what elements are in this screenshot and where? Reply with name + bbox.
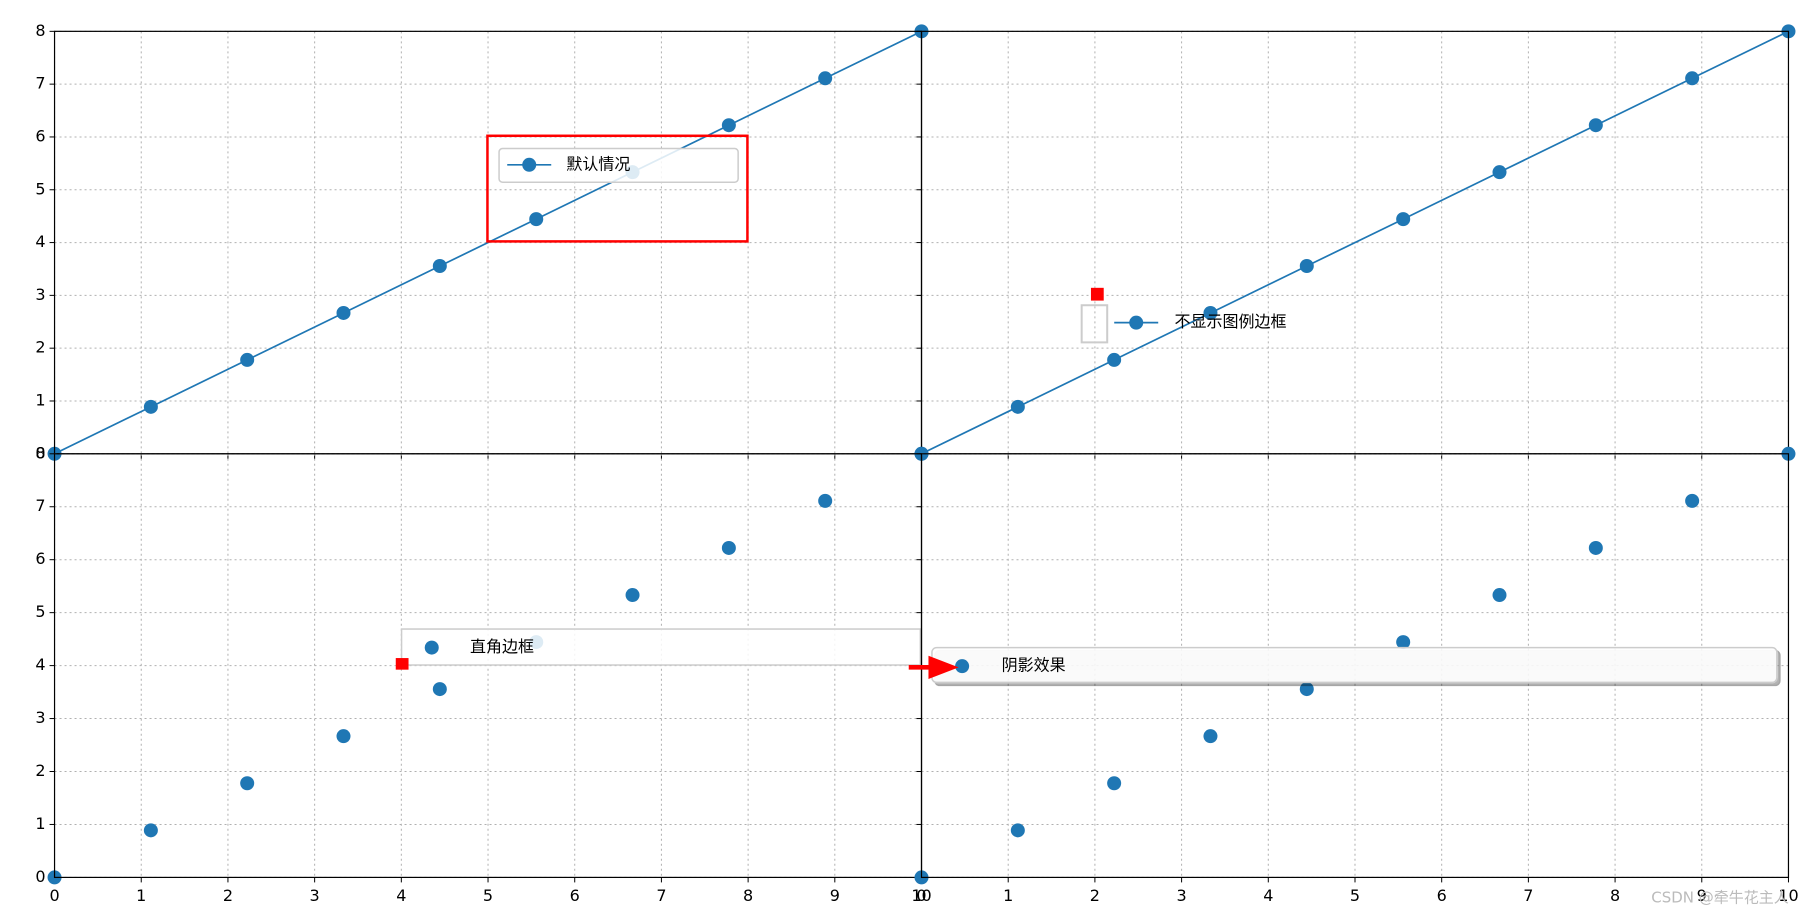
point: [432, 259, 447, 274]
y-tick-label: 2: [35, 338, 45, 357]
point: [336, 729, 351, 744]
x-tick-label: 4: [396, 886, 406, 905]
point: [336, 305, 351, 320]
legend-marker: [424, 640, 439, 655]
legend-marker: [522, 157, 537, 172]
y-tick-label: 4: [35, 232, 45, 251]
x-tick-label: 5: [1350, 886, 1360, 905]
y-tick-label: 3: [35, 285, 45, 304]
subplot: 0 1 2 3 4 5 6 7 8 默认情况: [35, 21, 929, 462]
x-tick-label: 0: [49, 886, 59, 905]
point: [1010, 823, 1025, 838]
point: [1492, 588, 1507, 603]
y-tick-label: 5: [35, 602, 45, 621]
legend-label: 不显示图例边框: [1175, 312, 1287, 331]
point: [1107, 352, 1122, 367]
x-tick-label: 2: [1090, 886, 1100, 905]
point: [240, 776, 255, 791]
point: [432, 682, 447, 697]
y-tick-label: 4: [35, 655, 45, 674]
x-tick-label: 8: [1610, 886, 1620, 905]
y-tick-label: 8: [35, 443, 45, 462]
point: [1299, 259, 1314, 274]
x-tick-label: 1: [1003, 886, 1013, 905]
x-tick-label: 2: [223, 886, 233, 905]
point: [1010, 399, 1025, 414]
point: [1203, 729, 1218, 744]
x-tick-label: 8: [743, 886, 753, 905]
point: [721, 118, 736, 133]
point: [1685, 71, 1700, 86]
x-tick-label: 6: [1437, 886, 1447, 905]
point: [143, 399, 158, 414]
point: [1588, 540, 1603, 555]
watermark: CSDN @牵牛花主人: [1651, 889, 1789, 907]
legend-box: [498, 147, 739, 183]
point: [818, 71, 833, 86]
x-tick-label: 3: [310, 886, 320, 905]
y-tick-label: 5: [35, 179, 45, 198]
y-tick-label: 7: [35, 496, 45, 515]
subplot: 0 1 2 3 4 5 6 7 8 9 10 阴影效果: [914, 446, 1799, 905]
x-tick-label: 3: [1177, 886, 1187, 905]
point: [1107, 776, 1122, 791]
x-tick-label: 10: [1778, 886, 1798, 905]
y-tick-label: 6: [35, 549, 45, 568]
x-tick-label: 5: [483, 886, 493, 905]
x-tick-label: 7: [656, 886, 666, 905]
point: [721, 540, 736, 555]
point: [240, 352, 255, 367]
point: [1685, 493, 1700, 508]
x-tick-label: 9: [830, 886, 840, 905]
y-tick-label: 8: [35, 21, 45, 40]
y-tick-label: 3: [35, 708, 45, 727]
point: [1203, 305, 1218, 320]
legend-label: 直角边框: [470, 637, 534, 656]
x-tick-label: 1: [136, 886, 146, 905]
point: [1396, 212, 1411, 227]
anchor-arrow: [908, 655, 959, 679]
subplot: 不显示图例边框: [914, 24, 1796, 461]
x-tick-label: 0: [916, 886, 926, 905]
point: [1299, 682, 1314, 697]
y-tick-label: 2: [35, 761, 45, 780]
x-tick-label: 6: [570, 886, 580, 905]
series-line: [921, 30, 1789, 455]
point: [529, 212, 544, 227]
x-tick-label: 4: [1263, 886, 1273, 905]
point: [1396, 635, 1411, 650]
point: [818, 493, 833, 508]
legend-marker: [1129, 315, 1144, 330]
y-tick-label: 7: [35, 74, 45, 93]
anchor-marker: [1090, 287, 1104, 301]
point: [1588, 118, 1603, 133]
legend-label: 阴影效果: [1002, 656, 1066, 675]
legend-box: [400, 628, 922, 666]
x-tick-label: 9: [1697, 886, 1707, 905]
legend-label: 默认情况: [566, 154, 630, 173]
point: [1492, 165, 1507, 180]
y-tick-label: 6: [35, 126, 45, 145]
legend-marker: [955, 659, 970, 674]
point: [625, 588, 640, 603]
y-tick-label: 0: [35, 443, 45, 462]
y-tick-label: 1: [35, 814, 45, 833]
y-tick-label: 1: [35, 390, 45, 409]
point: [143, 823, 158, 838]
x-tick-label: 7: [1523, 886, 1533, 905]
ghost-frame: [1080, 304, 1109, 344]
y-tick-label: 0: [35, 867, 45, 886]
x-tick-label: 10: [911, 886, 931, 905]
highlight-box: [486, 134, 749, 243]
anchor-marker: [395, 658, 409, 670]
